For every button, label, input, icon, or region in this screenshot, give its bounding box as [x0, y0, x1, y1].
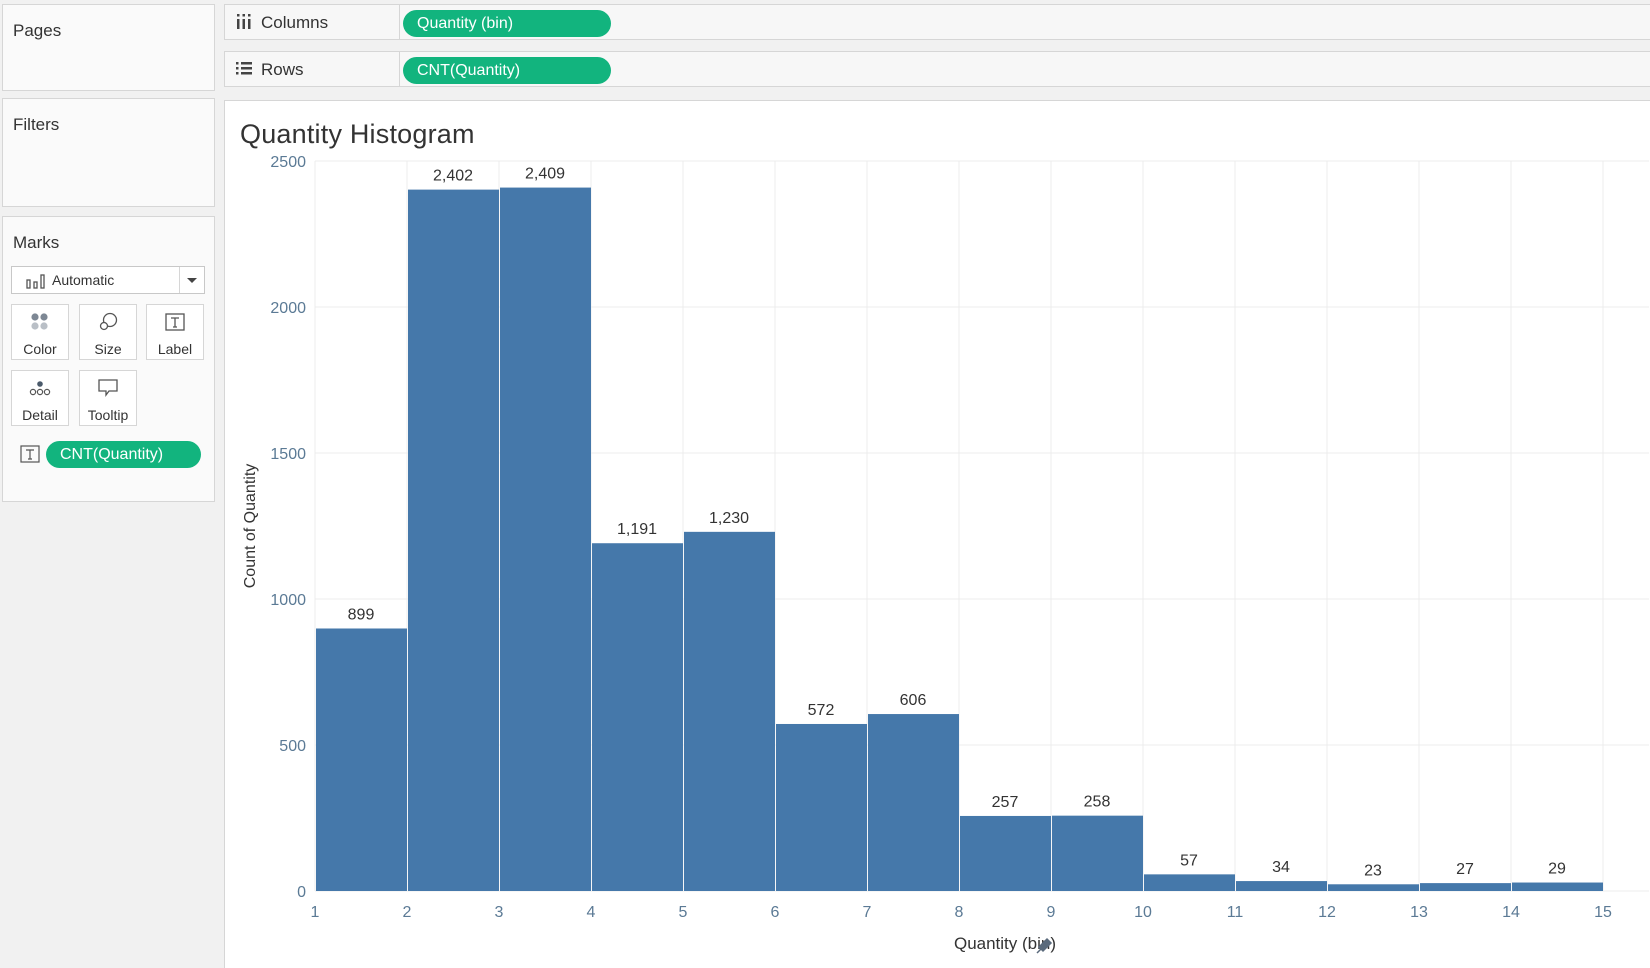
rows-shelf-label: Rows — [261, 60, 304, 79]
label-button[interactable]: Label — [146, 304, 204, 360]
bar[interactable] — [592, 543, 683, 891]
bar[interactable] — [1236, 881, 1327, 891]
y-tick-label: 2500 — [270, 154, 306, 171]
pin-icon — [1036, 937, 1053, 954]
columns-shelf[interactable]: Columns Quantity (bin) — [224, 4, 1650, 40]
x-tick-label: 7 — [863, 904, 872, 921]
label-t-icon — [147, 311, 203, 333]
bar-value-label: 2,409 — [525, 166, 565, 183]
chart-title: Quantity Histogram — [240, 119, 475, 149]
y-tick-label: 1000 — [270, 592, 306, 609]
color-button[interactable]: Color — [11, 304, 69, 360]
bar[interactable] — [1512, 882, 1603, 891]
bar[interactable] — [960, 815, 1051, 891]
detail-dots-icon — [12, 377, 68, 399]
bar-value-label: 57 — [1180, 852, 1198, 869]
x-tick-label: 8 — [955, 904, 964, 921]
marks-field-pill[interactable]: CNT(Quantity) — [46, 441, 201, 468]
bar[interactable] — [316, 628, 407, 891]
x-tick-label: 3 — [495, 904, 504, 921]
x-tick-label: 9 — [1047, 904, 1056, 921]
bar-value-label: 606 — [900, 692, 927, 709]
bar-value-label: 1,230 — [709, 510, 749, 527]
bar-value-label: 1,191 — [617, 521, 657, 538]
y-axis-title: Count of Quantity — [242, 464, 259, 589]
x-tick-label: 2 — [403, 904, 412, 921]
bar-value-label: 257 — [992, 794, 1019, 811]
bar[interactable] — [1420, 883, 1511, 891]
x-tick-label: 1 — [311, 904, 320, 921]
x-axis-title: Quantity (bin) — [954, 934, 1056, 953]
bar[interactable] — [868, 714, 959, 891]
label-t-icon — [20, 444, 40, 469]
columns-shelf-header: Columns — [225, 5, 400, 39]
size-button[interactable]: Size — [79, 304, 137, 360]
rows-shelf[interactable]: Rows CNT(Quantity) — [224, 51, 1650, 87]
pages-card-title: Pages — [13, 21, 62, 40]
x-tick-label: 6 — [771, 904, 780, 921]
x-tick-label: 13 — [1410, 904, 1428, 921]
y-tick-label: 0 — [297, 884, 306, 901]
bar-value-label: 34 — [1272, 859, 1290, 876]
bar[interactable] — [1052, 815, 1143, 891]
columns-icon — [235, 12, 253, 35]
bar-value-label: 2,402 — [433, 168, 473, 185]
rows-icon — [235, 59, 253, 82]
x-tick-label: 10 — [1134, 904, 1152, 921]
y-tick-label: 500 — [279, 738, 306, 755]
color-dots-icon — [12, 311, 68, 333]
bar[interactable] — [1144, 874, 1235, 891]
x-tick-label: 15 — [1594, 904, 1612, 921]
color-button-label: Color — [23, 341, 57, 357]
tooltip-button-label: Tooltip — [87, 407, 129, 423]
rows-shelf-header: Rows — [225, 52, 400, 86]
label-button-label: Label — [157, 341, 193, 357]
size-button-label: Size — [94, 341, 122, 357]
chevron-down-icon[interactable] — [179, 267, 204, 293]
bar-value-label: 23 — [1364, 862, 1382, 879]
bar[interactable] — [684, 531, 775, 891]
bar-value-label: 29 — [1548, 861, 1566, 878]
bar-value-label: 899 — [348, 606, 375, 623]
size-icon — [80, 311, 136, 333]
x-tick-label: 12 — [1318, 904, 1336, 921]
filters-card[interactable]: Filters — [2, 98, 215, 207]
detail-button-label: Detail — [22, 407, 58, 423]
x-tick-label: 5 — [679, 904, 688, 921]
bar-chart-icon — [26, 273, 46, 294]
bar[interactable] — [1328, 884, 1419, 891]
mark-type-value: Automatic — [52, 272, 115, 288]
filters-card-title: Filters — [13, 115, 60, 134]
rows-field-pill[interactable]: CNT(Quantity) — [403, 57, 611, 84]
y-tick-label: 1500 — [270, 446, 306, 463]
bar[interactable] — [408, 189, 499, 892]
x-tick-label: 11 — [1227, 904, 1244, 921]
y-tick-label: 2000 — [270, 300, 306, 317]
x-tick-label: 4 — [587, 904, 596, 921]
bar-value-label: 27 — [1456, 861, 1474, 878]
mark-type-dropdown[interactable]: Automatic — [11, 266, 205, 294]
detail-button[interactable]: Detail — [11, 370, 69, 426]
viz-pane: Quantity Histogram 899 2,402 2,409 1,191 1,2… — [224, 100, 1650, 968]
columns-shelf-label: Columns — [261, 13, 329, 32]
columns-field-pill[interactable]: Quantity (bin) — [403, 10, 611, 37]
bar[interactable] — [776, 723, 867, 891]
bar[interactable] — [500, 187, 591, 891]
bar-value-label: 258 — [1084, 794, 1111, 811]
pages-card[interactable]: Pages — [2, 4, 215, 91]
bar-value-label: 572 — [808, 702, 835, 719]
x-tick-label: 14 — [1502, 904, 1520, 921]
tooltip-bubble-icon — [80, 377, 136, 399]
marks-card-title: Marks — [13, 233, 60, 252]
tooltip-button[interactable]: Tooltip — [79, 370, 137, 426]
